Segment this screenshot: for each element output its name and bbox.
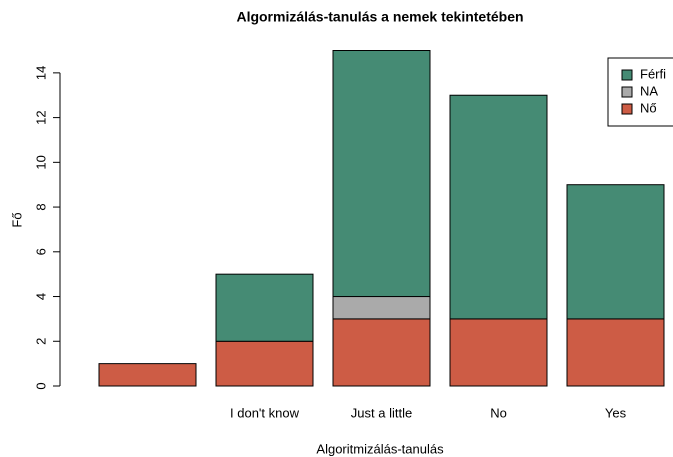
x-tick-label: I don't know <box>230 405 300 420</box>
y-tick-label: 0 <box>33 382 48 389</box>
bar-segment <box>566 318 665 387</box>
x-tick-label: No <box>490 405 507 420</box>
bar-segment <box>215 273 314 342</box>
legend-label: Nő <box>640 100 657 115</box>
legend-label: NA <box>640 83 658 98</box>
x-tick-label: Just a little <box>351 405 412 420</box>
x-axis-label: Algoritmizálás-tanulás <box>316 441 444 456</box>
y-tick-label: 10 <box>33 155 48 169</box>
y-tick-label: 8 <box>33 203 48 210</box>
legend-swatch <box>621 86 633 98</box>
y-tick-label: 6 <box>33 248 48 255</box>
chart-title: Algormizálás-tanulás a nemek tekintetébe… <box>236 9 523 25</box>
bar-segment <box>332 318 431 387</box>
bar-segment <box>98 363 197 387</box>
bar-segment <box>449 94 548 320</box>
y-tick-label: 14 <box>33 66 48 80</box>
x-tick-label: Yes <box>605 405 627 420</box>
bar-segment <box>332 50 431 298</box>
y-tick-label: 2 <box>33 338 48 345</box>
bar-segment <box>332 296 431 320</box>
y-tick-label: 12 <box>33 110 48 124</box>
legend-swatch <box>621 69 633 81</box>
legend: Férfi NA Nő <box>607 57 673 127</box>
bar-segment <box>566 184 665 320</box>
y-tick-label: 4 <box>33 293 48 300</box>
bar-segment <box>215 340 314 387</box>
bar-segment <box>449 318 548 387</box>
legend-label: Férfi <box>640 66 666 81</box>
y-axis-label: Fő <box>9 212 24 227</box>
legend-box <box>607 57 673 127</box>
legend-swatch <box>621 103 633 115</box>
